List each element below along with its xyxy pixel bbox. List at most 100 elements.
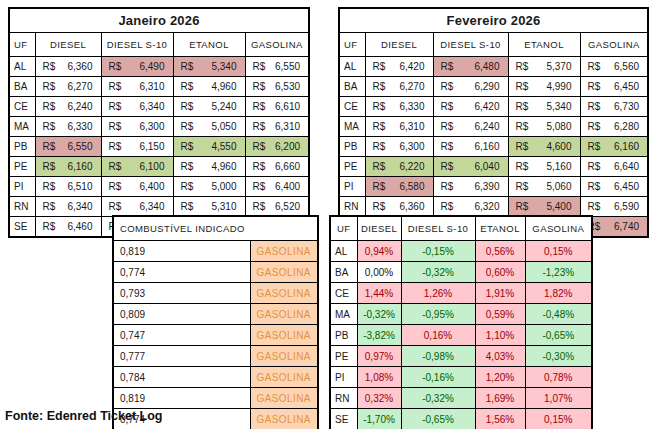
price-cell: R$4,960 bbox=[173, 77, 245, 97]
pct-cell: 1,08% bbox=[357, 367, 401, 388]
currency-symbol: R$ bbox=[43, 61, 56, 72]
price-value: 6,100 bbox=[139, 161, 164, 172]
money-wrap: R$6,590 bbox=[582, 201, 647, 212]
price-cell: R$5,340 bbox=[173, 57, 245, 77]
variation-row: RN0,32%-0,32%1,69%1,07% bbox=[330, 388, 592, 409]
currency-symbol: R$ bbox=[373, 141, 386, 152]
price-cell: R$6,330 bbox=[365, 97, 433, 117]
currency-symbol: R$ bbox=[516, 141, 529, 152]
price-cell: R$6,320 bbox=[433, 197, 508, 217]
price-value: 5,160 bbox=[546, 161, 571, 172]
currency-symbol: R$ bbox=[516, 61, 529, 72]
price-value: 4,550 bbox=[211, 141, 236, 152]
price-row: ALR$6,360R$6,490R$5,340R$6,550 bbox=[9, 57, 309, 77]
pct-cell: 1,26% bbox=[401, 283, 475, 304]
money-wrap: R$6,510 bbox=[37, 181, 100, 192]
price-value: 6,240 bbox=[67, 101, 92, 112]
money-wrap: R$6,450 bbox=[582, 81, 647, 92]
money-wrap: R$6,580 bbox=[367, 181, 432, 192]
price-value: 6,490 bbox=[139, 61, 164, 72]
currency-symbol: R$ bbox=[588, 181, 601, 192]
variation-row: SE-1,70%-0,65%1,56%0,15% bbox=[330, 409, 592, 429]
price-value: 4,600 bbox=[546, 141, 571, 152]
money-wrap: R$6,300 bbox=[103, 121, 172, 132]
price-cell: R$6,340 bbox=[35, 197, 101, 217]
table-title: Janeiro 2026 bbox=[9, 8, 309, 33]
price-cell: R$5,000 bbox=[173, 177, 245, 197]
column-header: DIESEL bbox=[35, 33, 101, 57]
price-value: 5,000 bbox=[211, 181, 236, 192]
price-row: PBR$6,300R$6,160R$4,600R$6,160 bbox=[339, 137, 648, 157]
price-value: 6,660 bbox=[275, 161, 300, 172]
price-value: 6,550 bbox=[275, 61, 300, 72]
ratio-cell: 0,809 bbox=[113, 304, 250, 325]
currency-symbol: R$ bbox=[253, 141, 266, 152]
currency-symbol: R$ bbox=[43, 221, 56, 232]
money-wrap: R$6,330 bbox=[367, 101, 432, 112]
pct-cell: 1,10% bbox=[475, 325, 525, 346]
price-value: 6,360 bbox=[399, 201, 424, 212]
price-value: 5,240 bbox=[211, 101, 236, 112]
uf-cell: PB bbox=[330, 325, 357, 346]
money-wrap: R$6,490 bbox=[103, 61, 172, 72]
price-value: 6,310 bbox=[399, 121, 424, 132]
money-wrap: R$6,400 bbox=[247, 181, 308, 192]
fuel-row: 0,809GASOLINA bbox=[113, 304, 318, 325]
price-cell: R$6,270 bbox=[365, 77, 433, 97]
money-wrap: R$6,340 bbox=[103, 101, 172, 112]
column-header: ETANOL bbox=[508, 33, 580, 57]
price-cell: R$6,310 bbox=[245, 117, 309, 137]
price-value: 6,460 bbox=[67, 221, 92, 232]
price-cell: R$6,280 bbox=[580, 117, 648, 137]
price-cell: R$6,200 bbox=[245, 137, 309, 157]
price-row: PBR$6,550R$6,150R$4,550R$6,200 bbox=[9, 137, 309, 157]
price-value: 6,560 bbox=[614, 61, 639, 72]
price-row: PER$6,220R$6,040R$5,160R$6,640 bbox=[339, 157, 648, 177]
currency-symbol: R$ bbox=[43, 121, 56, 132]
pct-cell: 1,44% bbox=[357, 283, 401, 304]
money-wrap: R$5,000 bbox=[175, 181, 244, 192]
pct-cell: -0,65% bbox=[401, 409, 475, 429]
column-header: UF bbox=[330, 216, 357, 241]
currency-symbol: R$ bbox=[43, 201, 56, 212]
money-wrap: R$4,960 bbox=[175, 81, 244, 92]
money-wrap: R$5,160 bbox=[510, 161, 579, 172]
price-value: 6,300 bbox=[139, 121, 164, 132]
price-value: 5,060 bbox=[546, 181, 571, 192]
uf-cell: SE bbox=[9, 217, 35, 238]
money-wrap: R$6,330 bbox=[37, 121, 100, 132]
currency-symbol: R$ bbox=[441, 201, 454, 212]
price-cell: R$6,640 bbox=[580, 157, 648, 177]
currency-symbol: R$ bbox=[253, 81, 266, 92]
price-cell: R$6,400 bbox=[245, 177, 309, 197]
fuel-indicated-cell: GASOLINA bbox=[250, 409, 318, 429]
price-cell: R$6,160 bbox=[35, 157, 101, 177]
price-cell: R$6,340 bbox=[101, 197, 173, 217]
price-value: 6,450 bbox=[614, 181, 639, 192]
pct-cell: -0,48% bbox=[525, 304, 592, 325]
january-price-table: Janeiro 2026 UFDIESELDIESEL S-10ETANOLGA… bbox=[8, 7, 310, 238]
price-value: 6,450 bbox=[614, 81, 639, 92]
price-value: 6,310 bbox=[275, 121, 300, 132]
indicated-fuel-table: COMBUSTÍVEL INDICADO 0,819GASOLINA0,774G… bbox=[112, 215, 319, 429]
money-wrap: R$6,480 bbox=[435, 61, 507, 72]
fuel-row: 0,747GASOLINA bbox=[113, 325, 318, 346]
money-wrap: R$6,340 bbox=[103, 201, 172, 212]
pct-cell: 0,97% bbox=[357, 346, 401, 367]
price-value: 6,400 bbox=[139, 181, 164, 192]
currency-symbol: R$ bbox=[588, 141, 601, 152]
currency-symbol: R$ bbox=[109, 201, 122, 212]
price-cell: R$6,310 bbox=[101, 77, 173, 97]
price-value: 6,640 bbox=[614, 161, 639, 172]
money-wrap: R$6,310 bbox=[103, 81, 172, 92]
uf-cell: AL bbox=[9, 57, 35, 77]
price-value: 6,220 bbox=[399, 161, 424, 172]
money-wrap: R$6,660 bbox=[247, 161, 308, 172]
uf-cell: PB bbox=[339, 137, 365, 157]
price-value: 6,420 bbox=[399, 61, 424, 72]
price-cell: R$6,240 bbox=[35, 97, 101, 117]
pct-cell: -1,70% bbox=[357, 409, 401, 429]
column-header: DIESEL S-10 bbox=[433, 33, 508, 57]
money-wrap: R$6,340 bbox=[37, 201, 100, 212]
price-cell: R$6,240 bbox=[433, 117, 508, 137]
